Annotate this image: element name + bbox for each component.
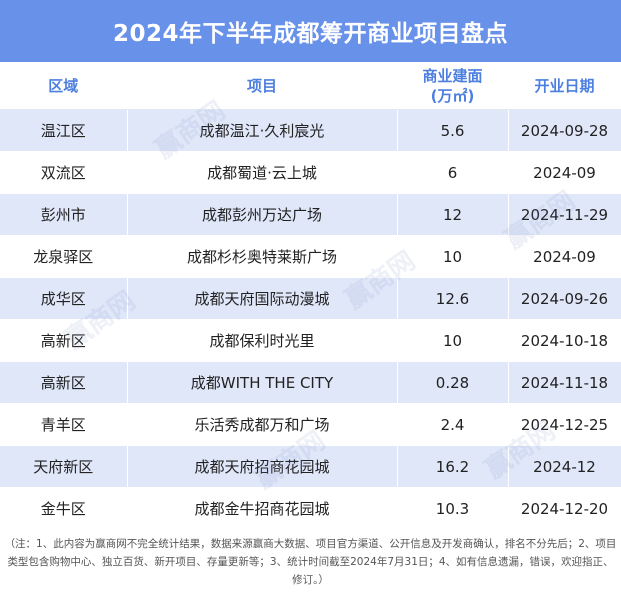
cell-district: 彭州市 <box>0 193 128 236</box>
cell-opening: 2024-09 <box>508 235 621 278</box>
header-area: 商业建面 (万㎡) <box>397 62 509 110</box>
cell-project: 成都保利时光里 <box>127 319 398 362</box>
cell-area: 0.28 <box>397 361 509 404</box>
table-row: 金牛区 成都金牛招商花园城 10.3 2024-12-20 <box>0 487 621 530</box>
cell-opening: 2024-09 <box>508 151 621 194</box>
page-title: 2024年下半年成都筹开商业项目盘点 <box>0 0 621 62</box>
table-row: 温江区 成都温江·久利宸光 5.6 2024-09-28 <box>0 109 621 152</box>
cell-area: 5.6 <box>397 109 509 152</box>
cell-project: 乐活秀成都万和广场 <box>127 403 398 446</box>
cell-area: 10.3 <box>397 487 509 530</box>
table-row: 双流区 成都蜀道·云上城 6 2024-09 <box>0 151 621 194</box>
cell-area: 12 <box>397 193 509 236</box>
cell-district: 高新区 <box>0 361 128 404</box>
header-project: 项目 <box>127 62 398 110</box>
cell-project: 成都杉杉奥特莱斯广场 <box>127 235 398 278</box>
cell-project: 成都彭州万达广场 <box>127 193 398 236</box>
cell-area: 16.2 <box>397 445 509 488</box>
projects-table: 区域 项目 商业建面 (万㎡) 开业日期 温江区 成都温江·久利宸光 5.6 2024… <box>0 62 621 530</box>
cell-district: 金牛区 <box>0 487 128 530</box>
table-header-row: 区域 项目 商业建面 (万㎡) 开业日期 <box>0 62 621 110</box>
cell-opening: 2024-10-18 <box>508 319 621 362</box>
footnote: （注：1、此内容为赢商网不完全统计结果，数据来源赢商大数据、项目官方渠道、公开信… <box>4 538 617 586</box>
header-area-label: 商业建面 (万㎡) <box>422 66 483 105</box>
cell-district: 龙泉驿区 <box>0 235 128 278</box>
header-opening: 开业日期 <box>508 62 621 110</box>
cell-area: 12.6 <box>397 277 509 320</box>
cell-project: 成都金牛招商花园城 <box>127 487 398 530</box>
table-row: 天府新区 成都天府招商花园城 16.2 2024-12 <box>0 445 621 488</box>
cell-opening: 2024-12-25 <box>508 403 621 446</box>
cell-area: 10 <box>397 235 509 278</box>
cell-project: 成都天府招商花园城 <box>127 445 398 488</box>
cell-district: 天府新区 <box>0 445 128 488</box>
cell-project: 成都WITH THE CITY <box>127 361 398 404</box>
cell-opening: 2024-09-28 <box>508 109 621 152</box>
header-district: 区域 <box>0 62 128 110</box>
cell-district: 双流区 <box>0 151 128 194</box>
cell-opening: 2024-09-26 <box>508 277 621 320</box>
cell-opening: 2024-12 <box>508 445 621 488</box>
cell-district: 温江区 <box>0 109 128 152</box>
cell-area: 2.4 <box>397 403 509 446</box>
table-row: 龙泉驿区 成都杉杉奥特莱斯广场 10 2024-09 <box>0 235 621 278</box>
cell-opening: 2024-11-29 <box>508 193 621 236</box>
cell-area: 10 <box>397 319 509 362</box>
table-row: 高新区 成都保利时光里 10 2024-10-18 <box>0 319 621 362</box>
table-row: 彭州市 成都彭州万达广场 12 2024-11-29 <box>0 193 621 236</box>
cell-opening: 2024-12-20 <box>508 487 621 530</box>
cell-opening: 2024-11-18 <box>508 361 621 404</box>
cell-project: 成都天府国际动漫城 <box>127 277 398 320</box>
cell-district: 成华区 <box>0 277 128 320</box>
cell-district: 高新区 <box>0 319 128 362</box>
cell-district: 青羊区 <box>0 403 128 446</box>
cell-area: 6 <box>397 151 509 194</box>
table-body: 温江区 成都温江·久利宸光 5.6 2024-09-28 双流区 成都蜀道·云上城 6 202… <box>0 109 621 530</box>
table-row: 成华区 成都天府国际动漫城 12.6 2024-09-26 <box>0 277 621 320</box>
table-row: 高新区 成都WITH THE CITY 0.28 2024-11-18 <box>0 361 621 404</box>
table-row: 青羊区 乐活秀成都万和广场 2.4 2024-12-25 <box>0 403 621 446</box>
cell-project: 成都蜀道·云上城 <box>127 151 398 194</box>
cell-project: 成都温江·久利宸光 <box>127 109 398 152</box>
